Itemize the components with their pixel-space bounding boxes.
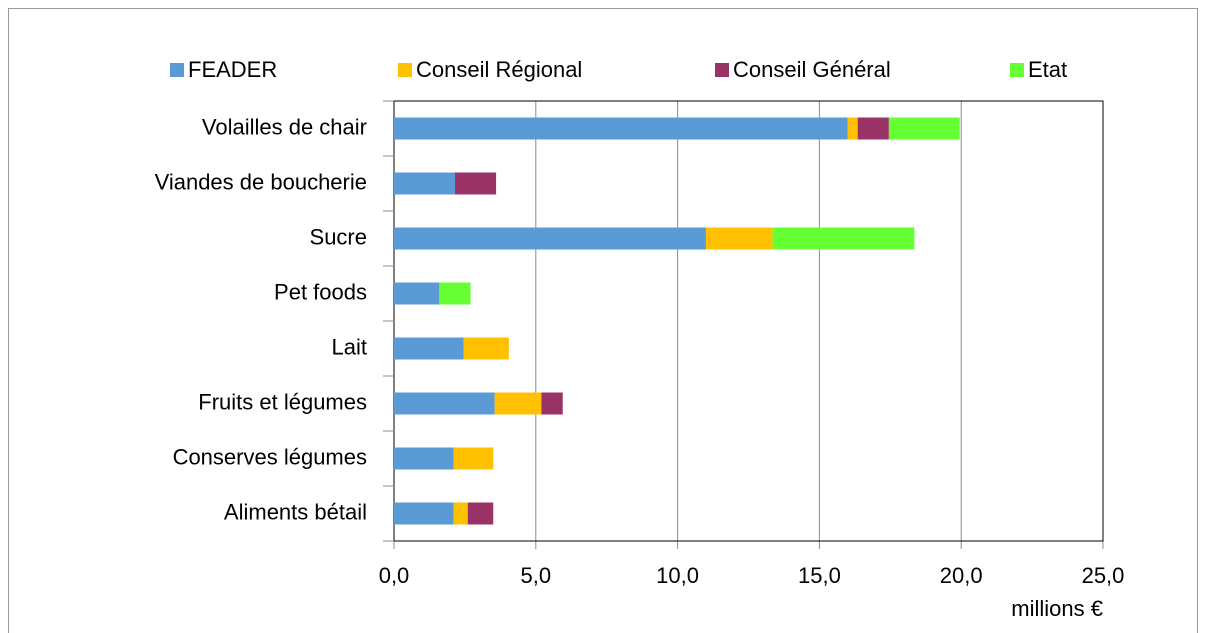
legend-label: Conseil Général xyxy=(733,57,891,82)
x-tick-label: 25,0 xyxy=(1082,563,1125,588)
x-tick-label: 5,0 xyxy=(521,563,552,588)
chart-border xyxy=(8,8,1198,633)
bar-segment xyxy=(394,392,495,415)
bar-segment xyxy=(394,447,454,470)
legend-label: Conseil Régional xyxy=(416,57,582,82)
y-tick-label: Pet foods xyxy=(274,279,367,304)
y-tick-label: Conserves légumes xyxy=(173,444,367,469)
bar-segment xyxy=(394,172,455,195)
bar-segment xyxy=(463,337,509,360)
bar-segment xyxy=(847,117,858,140)
x-tick-label: 15,0 xyxy=(798,563,841,588)
legend-label: Etat xyxy=(1028,57,1067,82)
x-tick-label: 0,0 xyxy=(379,563,410,588)
bar-segment xyxy=(772,227,915,250)
x-tick-label: 10,0 xyxy=(656,563,699,588)
x-axis-label: millions € xyxy=(1011,596,1103,621)
y-tick-label: Viandes de boucherie xyxy=(155,169,367,194)
bar-segment xyxy=(394,227,706,250)
legend-swatch xyxy=(715,63,729,77)
x-tick-label: 20,0 xyxy=(940,563,983,588)
bar-segment xyxy=(394,337,464,360)
bar-segment xyxy=(453,502,468,525)
bar-segment xyxy=(454,172,497,195)
bar-segment xyxy=(453,447,494,470)
bar-segment xyxy=(439,282,471,305)
bar-segment xyxy=(467,502,494,525)
bar-segment xyxy=(394,117,848,140)
bar-segment xyxy=(541,392,563,415)
bar-segment xyxy=(888,117,960,140)
bar-segment xyxy=(494,392,542,415)
y-tick-label: Aliments bétail xyxy=(224,499,367,524)
y-tick-label: Fruits et légumes xyxy=(198,389,367,414)
bar-segment xyxy=(394,502,454,525)
y-tick-label: Lait xyxy=(332,334,367,359)
bar-segment xyxy=(394,282,440,305)
y-tick-label: Volailles de chair xyxy=(202,114,367,139)
legend-swatch xyxy=(1010,63,1024,77)
legend-swatch xyxy=(398,63,412,77)
bar-segment xyxy=(857,117,889,140)
legend-swatch xyxy=(170,63,184,77)
bar-segment xyxy=(705,227,773,250)
y-tick-label: Sucre xyxy=(310,224,367,249)
legend-label: FEADER xyxy=(188,57,277,82)
